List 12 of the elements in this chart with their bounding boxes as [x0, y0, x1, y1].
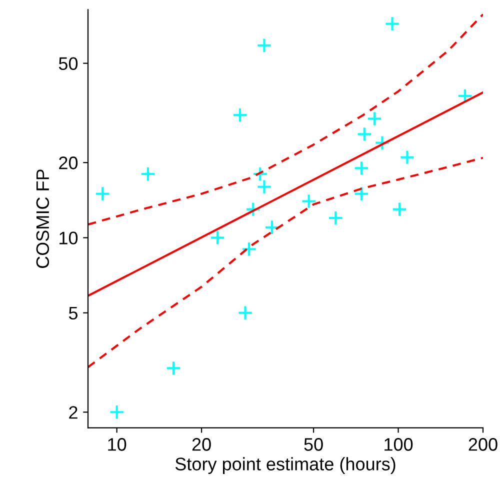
x-axis-title: Story point estimate (hours) [175, 457, 396, 474]
y-tick-label: 5 [68, 306, 78, 320]
x-tick-label: 100 [384, 438, 413, 451]
y-axis-title: COSMIC FP [36, 170, 50, 268]
x-tick-label: 50 [304, 438, 323, 451]
x-tick-label: 20 [192, 438, 211, 451]
x-tick-label: 200 [468, 438, 498, 451]
x-tick-label: 10 [108, 438, 126, 451]
y-tick-label: 10 [60, 232, 78, 244]
y-tick-label: 20 [59, 156, 78, 170]
y-tick-label: 50 [58, 57, 78, 70]
y-tick-label: 2 [69, 406, 78, 419]
